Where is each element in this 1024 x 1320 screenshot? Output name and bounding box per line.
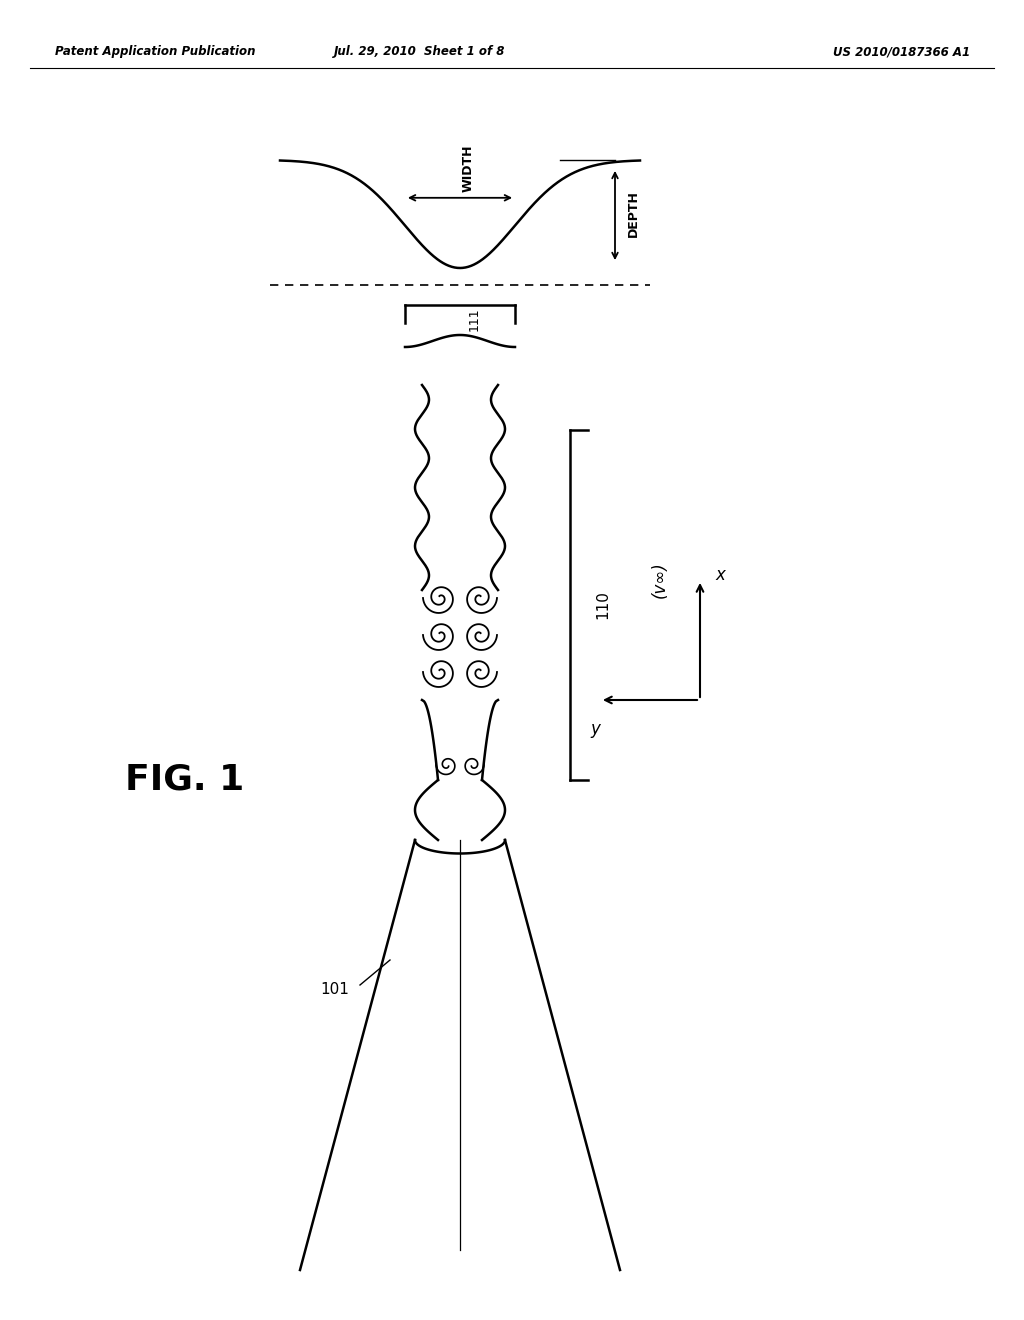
Text: DEPTH: DEPTH bbox=[627, 190, 640, 238]
Text: (v∞): (v∞) bbox=[651, 561, 669, 598]
Text: US 2010/0187366 A1: US 2010/0187366 A1 bbox=[833, 45, 970, 58]
Text: WIDTH: WIDTH bbox=[462, 145, 474, 193]
Text: y: y bbox=[590, 719, 600, 738]
Text: x: x bbox=[715, 566, 725, 583]
Text: 101: 101 bbox=[319, 982, 349, 998]
Text: 110: 110 bbox=[595, 590, 610, 619]
Text: 111: 111 bbox=[468, 308, 481, 330]
Text: Patent Application Publication: Patent Application Publication bbox=[55, 45, 256, 58]
Text: Jul. 29, 2010  Sheet 1 of 8: Jul. 29, 2010 Sheet 1 of 8 bbox=[334, 45, 506, 58]
Text: FIG. 1: FIG. 1 bbox=[125, 763, 245, 797]
